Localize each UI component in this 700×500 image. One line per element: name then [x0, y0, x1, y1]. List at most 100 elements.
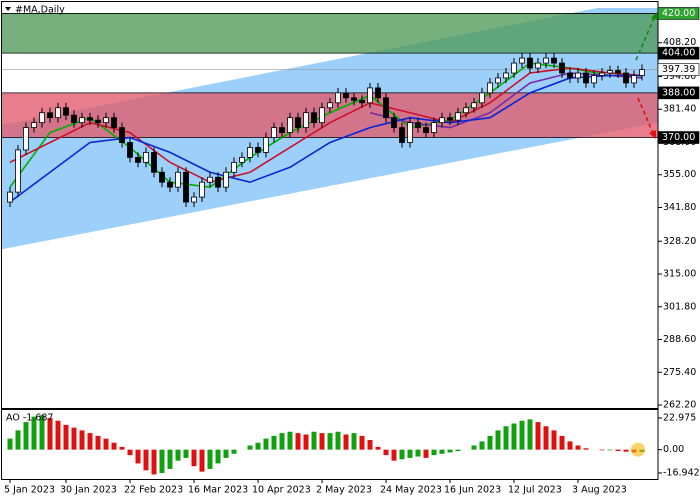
candle-body [447, 117, 453, 121]
level-badge [657, 46, 700, 60]
level-badge [657, 86, 700, 100]
candle-body [71, 114, 77, 124]
ao-bar [63, 424, 69, 450]
candle-body [367, 87, 373, 104]
candle-body [495, 77, 501, 84]
x-tick-label: 2 May 2023 [316, 485, 372, 496]
y-tick-label: 408.20 [663, 37, 696, 48]
ao-bar [447, 449, 453, 453]
arrows [635, 12, 657, 139]
candle-body [127, 142, 133, 158]
ao-bar [127, 449, 133, 456]
candle-body [119, 127, 125, 143]
ao-bar [199, 449, 205, 472]
candle-body [79, 117, 85, 124]
candle-body [255, 147, 261, 153]
x-tick-label: 3 Aug 2023 [572, 485, 627, 496]
candle-body [183, 171, 189, 203]
candle-body [223, 171, 229, 188]
candle-body [103, 117, 109, 124]
ao-bar [583, 448, 589, 450]
candle-body [247, 147, 253, 158]
candle-body [199, 181, 205, 198]
y-tick-label: 394.60 [663, 71, 696, 82]
candle-body [271, 127, 277, 138]
x-tick-label: 12 Jul 2023 [508, 485, 562, 496]
ao-bar [559, 435, 565, 450]
ao-bar [439, 449, 445, 454]
ao-bar [231, 449, 237, 454]
ao-bar [247, 445, 253, 450]
candle-body [503, 72, 509, 79]
candle-body [607, 70, 613, 74]
candle-body [335, 92, 341, 104]
ao-bar [375, 446, 381, 450]
axis-labels: 408.20394.60381.40368.00355.00341.80328.… [4, 7, 700, 496]
candle-body [455, 112, 461, 121]
ao-bar [143, 449, 149, 471]
x-tick-label: 30 Jan 2023 [60, 485, 117, 496]
chart-title: #MA,Daily [15, 5, 65, 16]
ao-bar [55, 420, 61, 450]
x-tick-label: 16 Mar 2023 [188, 485, 248, 496]
candle-body [399, 127, 405, 143]
ao-bar [575, 445, 581, 450]
candle-body [551, 57, 557, 64]
ao-bar [263, 438, 269, 450]
candle-body [151, 152, 157, 173]
ao-bar [15, 430, 21, 450]
ao-bar [503, 426, 509, 450]
candle-body [39, 112, 45, 124]
x-tick-label: 22 Feb 2023 [124, 485, 183, 496]
ao-bar [495, 430, 501, 450]
ao-bar [383, 449, 389, 456]
ao-bar [327, 433, 333, 450]
ao-bar [335, 431, 341, 450]
ao-bar [255, 442, 261, 450]
candle-body [239, 156, 245, 163]
ao-bar [183, 449, 189, 458]
candle-body [167, 181, 173, 188]
ao-bar [215, 449, 221, 464]
ao-bar [607, 449, 613, 451]
main-plot [2, 8, 658, 250]
ao-bar [423, 449, 429, 458]
x-tick-label: 24 May 2023 [380, 485, 442, 496]
candle-body [287, 117, 293, 133]
ao-bar [519, 420, 525, 450]
osc-tick-label: 0.00 [663, 444, 684, 455]
candle-body [135, 156, 141, 163]
candle-body [615, 70, 621, 74]
ao-bar [111, 442, 117, 450]
ao-bar [271, 435, 277, 450]
level-badge [657, 63, 700, 76]
ao-bar [79, 430, 85, 450]
ao-bar [159, 449, 165, 474]
y-tick-label: 262.20 [663, 400, 696, 411]
ma-line [9, 67, 643, 184]
candle-body [207, 176, 213, 183]
zone [2, 13, 658, 54]
candle-body [599, 72, 605, 76]
candle-body [383, 97, 389, 119]
x-tick-label: 5 Jan 2023 [4, 485, 55, 496]
candle-body [55, 107, 61, 119]
ao-highlight [631, 442, 645, 457]
candle-body [511, 62, 517, 74]
candle-body [519, 57, 525, 64]
candle-body [351, 97, 357, 101]
ao-bar [31, 416, 37, 450]
menu-icon[interactable] [5, 7, 11, 11]
candle-body [47, 112, 53, 119]
y-tick-label: 355.00 [663, 169, 696, 180]
ao-bar [359, 435, 365, 450]
y-tick-label: 381.40 [663, 104, 696, 115]
candle-body [23, 127, 29, 151]
candle-body [375, 87, 381, 99]
ao-bar [47, 417, 53, 450]
osc-tick-label: 22.975 [663, 413, 696, 424]
candle-body [143, 152, 149, 163]
ao-bar [455, 449, 461, 452]
ao-bar [311, 431, 317, 450]
